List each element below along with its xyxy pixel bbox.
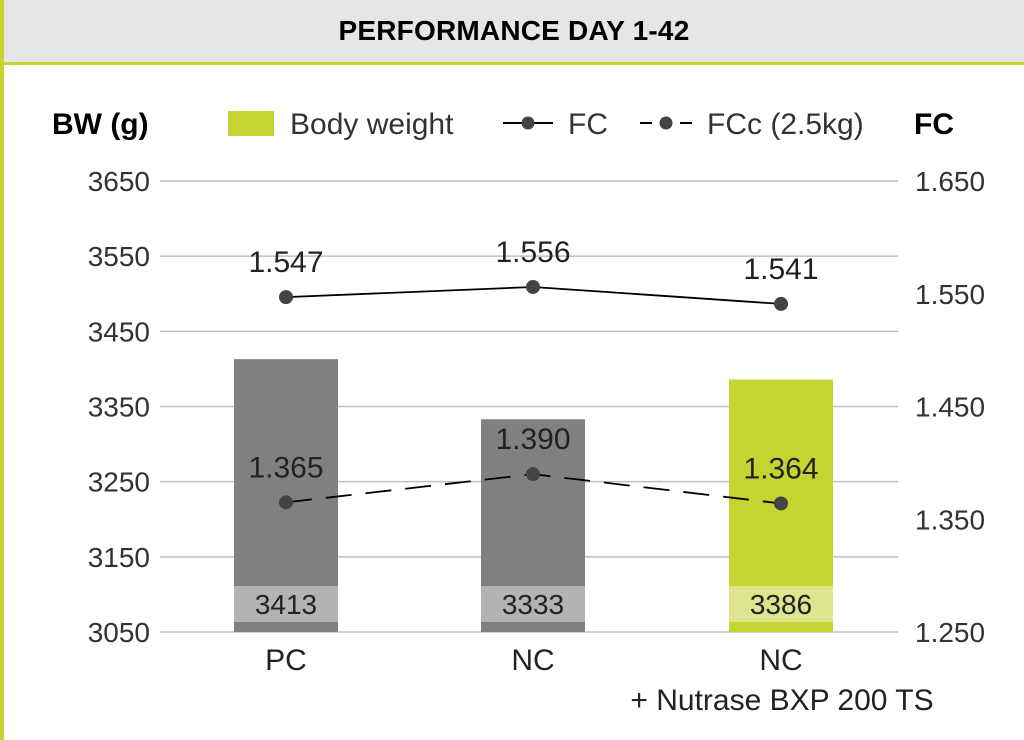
legend-marker-fc bbox=[521, 116, 535, 130]
fcc-value-label: 1.364 bbox=[743, 452, 818, 485]
bar-value-label: 3333 bbox=[502, 589, 564, 620]
right-tick-label: 1.550 bbox=[915, 279, 985, 310]
category-label: NC bbox=[511, 644, 554, 677]
legend-label-body-weight: Body weight bbox=[290, 108, 454, 141]
left-tick-label: 3150 bbox=[88, 542, 150, 573]
fcc-point bbox=[526, 467, 540, 482]
legend-label-fc: FC bbox=[568, 108, 608, 141]
fc-point bbox=[279, 290, 293, 305]
left-tick-label: 3650 bbox=[88, 166, 150, 197]
right-tick-label: 1.450 bbox=[915, 392, 985, 423]
fcc-point bbox=[279, 495, 293, 510]
fc-value-label: 1.541 bbox=[743, 253, 818, 286]
left-tick-label: 3550 bbox=[88, 241, 150, 272]
left-tick-label: 3050 bbox=[88, 617, 150, 648]
right-tick-label: 1.350 bbox=[915, 504, 985, 535]
fcc-value-label: 1.365 bbox=[248, 451, 323, 484]
fc-point bbox=[774, 296, 788, 311]
fc-value-label: 1.547 bbox=[248, 246, 323, 279]
bar-label-band bbox=[729, 586, 833, 622]
bar-value-label: 3386 bbox=[750, 589, 812, 620]
bar-label-band bbox=[234, 586, 338, 622]
category-label: NC bbox=[759, 644, 802, 677]
fc-point bbox=[526, 279, 540, 294]
left-axis-title: BW (g) bbox=[52, 108, 149, 141]
bar-value-label: 3413 bbox=[255, 589, 317, 620]
fcc-point bbox=[774, 496, 788, 511]
left-tick-label: 3350 bbox=[88, 392, 150, 423]
legend-swatch-body-weight bbox=[228, 111, 274, 136]
accent-rule bbox=[0, 0, 4, 740]
fcc-value-label: 1.390 bbox=[495, 423, 570, 456]
left-tick-label: 3250 bbox=[88, 467, 150, 498]
right-axis-title: FC bbox=[914, 108, 954, 141]
legend-marker-fcc bbox=[659, 116, 673, 130]
left-tick-label: 3450 bbox=[88, 316, 150, 347]
right-tick-label: 1.650 bbox=[915, 166, 985, 197]
fc-value-label: 1.556 bbox=[495, 236, 570, 269]
header-band: PERFORMANCE DAY 1-42 bbox=[4, 0, 1024, 65]
legend-label-fcc: FCc (2.5kg) bbox=[707, 108, 864, 141]
category-label: PC bbox=[265, 644, 307, 677]
right-tick-label: 1.250 bbox=[915, 617, 985, 648]
bar-label-band bbox=[481, 586, 585, 622]
chart-title: PERFORMANCE DAY 1-42 bbox=[338, 15, 690, 46]
category-label: + Nutrase BXP 200 TS bbox=[630, 684, 933, 717]
